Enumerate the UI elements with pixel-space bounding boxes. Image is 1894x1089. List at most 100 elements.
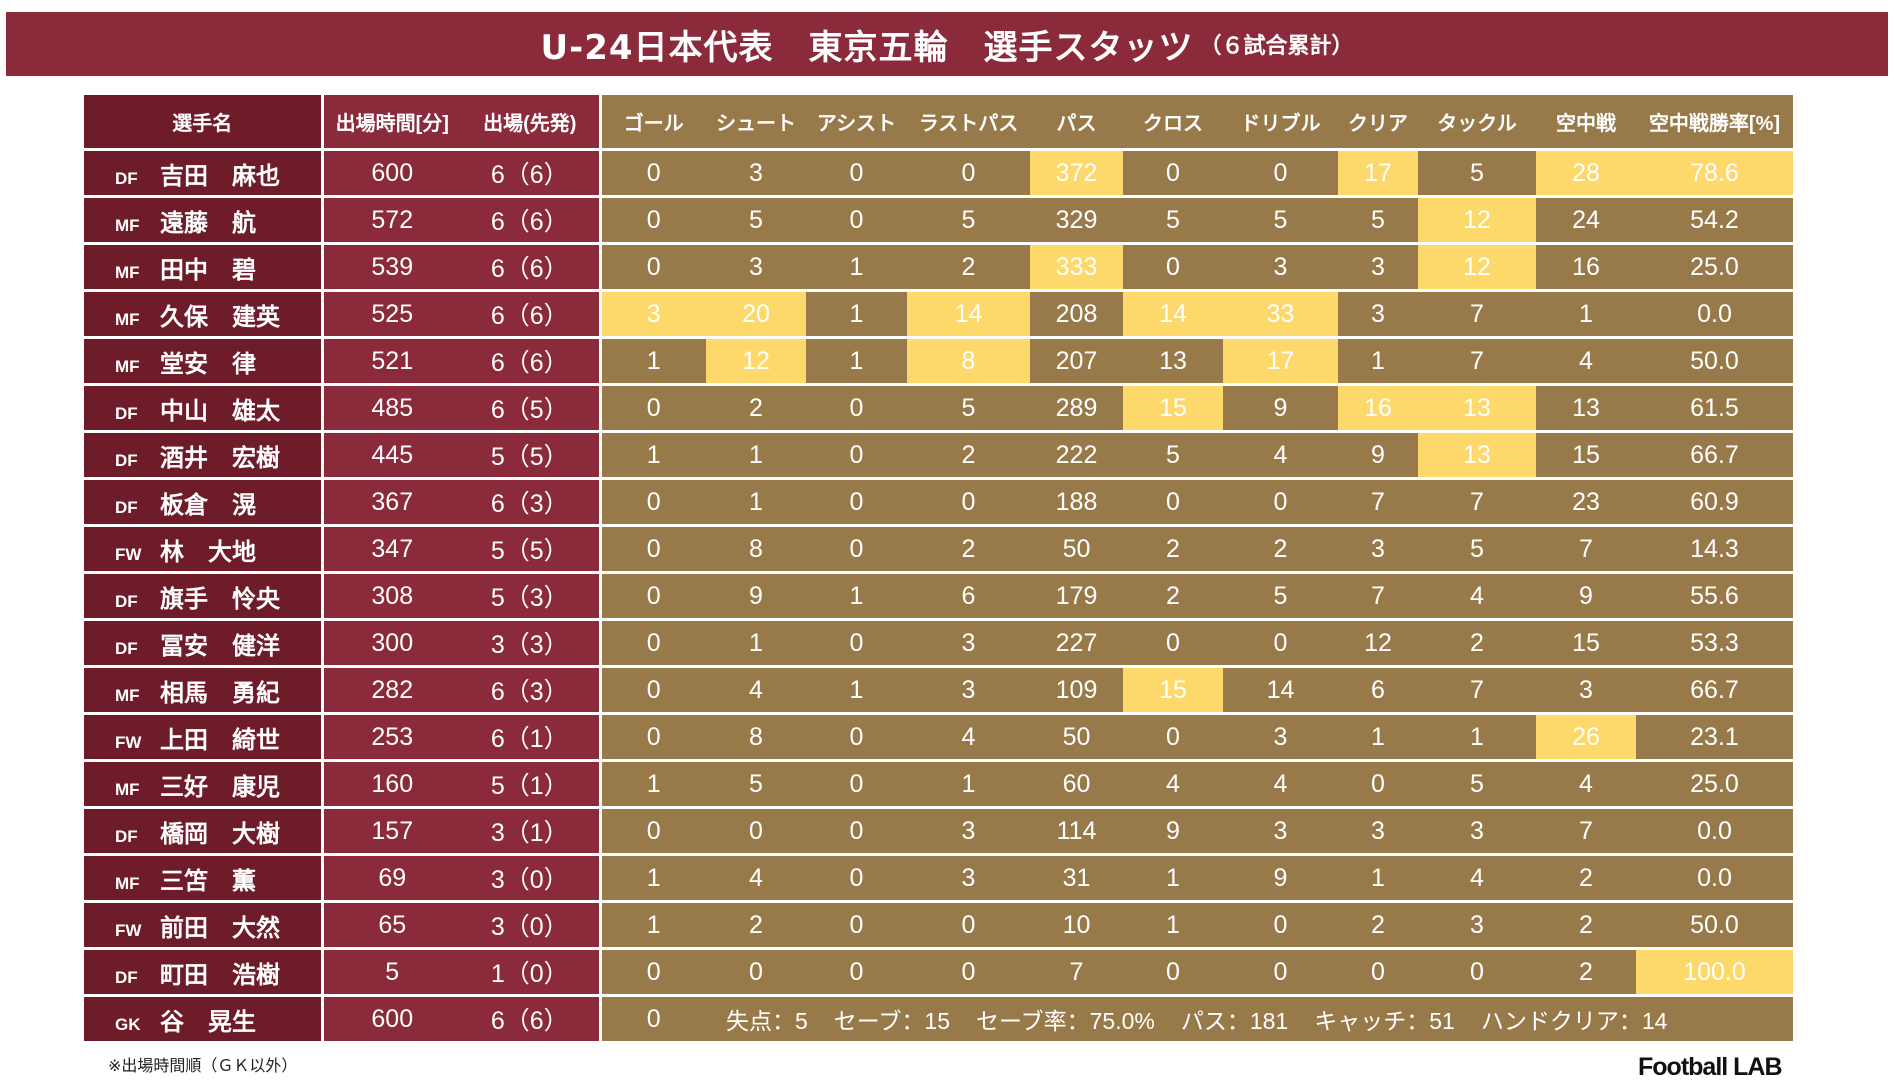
stat-cell: 13 xyxy=(1418,431,1536,480)
stat-cell: 1 xyxy=(1418,713,1536,762)
stat-cell: 3 xyxy=(1418,901,1536,950)
stat-cell: 50.0 xyxy=(1636,337,1793,386)
player-name: 板倉 滉 xyxy=(160,491,256,519)
goalkeeper-stat: セーブ率：75.0% xyxy=(976,1008,1155,1034)
table-row: MF 三好 康児 160 5（1） 1 5 0 1 60 4 4 0 5 4 25.0 xyxy=(84,760,1793,809)
stat-cell: 17 xyxy=(1338,149,1418,198)
stat-cell: 227 xyxy=(1030,619,1123,668)
stat-cell: 14.3 xyxy=(1636,525,1793,574)
stat-cell: 66.7 xyxy=(1636,431,1793,480)
stat-cell: 539 xyxy=(322,243,461,292)
player-name-cell: MF 久保 建英 xyxy=(84,290,324,339)
stat-cell: 0 xyxy=(1123,713,1223,762)
player-name: 三好 康児 xyxy=(160,773,280,801)
stat-cell: 7 xyxy=(1536,807,1636,856)
stat-cell: 253 xyxy=(322,713,461,762)
stat-cell: 0.0 xyxy=(1636,807,1793,856)
stat-cell: 0 xyxy=(600,243,706,292)
stat-cell: 0 xyxy=(806,525,907,574)
stat-cell: 0 xyxy=(806,196,907,245)
stat-cell: 3 xyxy=(1223,713,1338,762)
stat-cell: 8 xyxy=(706,525,806,574)
stat-cell: 2 xyxy=(1536,901,1636,950)
table-row: FW 上田 綺世 253 6（1） 0 8 0 4 50 0 3 1 1 26 23.1 xyxy=(84,713,1793,762)
stat-cell: 0 xyxy=(1123,948,1223,997)
goalkeeper-stat: 失点：5 xyxy=(726,1008,808,1034)
stat-cell: 1 xyxy=(1338,337,1418,386)
stat-cell: 0 xyxy=(806,431,907,480)
stat-cell: 1 xyxy=(1338,854,1418,903)
player-name: 前田 大然 xyxy=(160,914,280,942)
player-name: 酒井 宏樹 xyxy=(160,444,280,472)
stat-cell: 4 xyxy=(907,713,1030,762)
goalkeeper-stat: キャッチ：51 xyxy=(1314,1008,1455,1034)
stat-cell: 3 xyxy=(1338,525,1418,574)
stat-cell: 54.2 xyxy=(1636,196,1793,245)
stat-cell: 5（5） xyxy=(461,525,602,574)
player-name: 中山 雄太 xyxy=(160,397,280,425)
player-name-cell: FW 前田 大然 xyxy=(84,901,324,950)
stat-cell: 5 xyxy=(322,948,461,997)
stat-cell: 0 xyxy=(806,713,907,762)
stat-cell: 5 xyxy=(1418,760,1536,809)
stat-cell: 333 xyxy=(1030,243,1123,292)
stat-cell: 157 xyxy=(322,807,461,856)
stat-cell: 6（6） xyxy=(461,337,602,386)
stat-cell: 0 xyxy=(600,196,706,245)
stat-cell: 2 xyxy=(1123,572,1223,621)
stat-cell: 0 xyxy=(907,948,1030,997)
stat-cell: 1 xyxy=(806,666,907,715)
stat-cell: 0 xyxy=(806,760,907,809)
stat-cell: 6（3） xyxy=(461,666,602,715)
stat-cell: 15 xyxy=(1536,431,1636,480)
player-name-cell: FW 林 大地 xyxy=(84,525,324,574)
table-body: DF 吉田 麻也 600 6（6） 0 3 0 0 372 0 0 17 5 28 78.6 MF 遠藤 航 57… xyxy=(84,149,1793,1044)
stat-cell: 0 xyxy=(600,807,706,856)
table-row: DF 中山 雄太 485 6（5） 0 2 0 5 289 15 9 16 13 13 61.5 xyxy=(84,384,1793,433)
table-row: MF 三笘 薫 69 3（0） 1 4 0 3 31 1 9 1 4 2 0.0 xyxy=(84,854,1793,903)
stat-cell: 3 xyxy=(907,666,1030,715)
stat-cell: 282 xyxy=(322,666,461,715)
stat-cell: 4 xyxy=(1223,431,1338,480)
stat-cell: 5 xyxy=(1418,525,1536,574)
stat-cell: 0 xyxy=(806,619,907,668)
stat-cell: 4 xyxy=(1123,760,1223,809)
brand-logo: Football LAB xyxy=(1638,1053,1783,1081)
stat-cell: 1 xyxy=(706,478,806,527)
stat-cell: 0 xyxy=(600,149,706,198)
stat-cell: 3 xyxy=(907,807,1030,856)
stat-cell: 0 xyxy=(907,149,1030,198)
stat-cell: 6（6） xyxy=(461,995,602,1044)
table-row: DF 冨安 健洋 300 3（3） 0 1 0 3 227 0 0 12 2 15 53.3 xyxy=(84,619,1793,668)
player-name: 相馬 勇紀 xyxy=(160,679,280,707)
stat-cell: 109 xyxy=(1030,666,1123,715)
stat-cell: 4 xyxy=(1536,337,1636,386)
position-label: MF xyxy=(115,215,140,235)
stat-cell: 0 xyxy=(1223,901,1338,950)
stat-cell: 3（0） xyxy=(461,854,602,903)
stat-cell: 0 xyxy=(1223,948,1338,997)
stat-cell: 61.5 xyxy=(1636,384,1793,433)
stat-cell: 160 xyxy=(322,760,461,809)
stat-cell: 222 xyxy=(1030,431,1123,480)
stat-cell: 0 xyxy=(600,995,706,1044)
page-title: U-24日本代表 東京五輪 選手スタッツ xyxy=(540,27,1194,68)
stat-cell: 0 xyxy=(806,478,907,527)
stat-cell: 1 xyxy=(806,337,907,386)
position-label: DF xyxy=(115,497,138,517)
position-label: MF xyxy=(115,685,140,705)
stat-cell: 7 xyxy=(1418,290,1536,339)
stats-table: 選手名 出場時間[分] 出場(先発) ゴール シュート アシスト ラストパス パス クロス ドリブ… xyxy=(84,95,1793,1044)
stat-cell: 3（3） xyxy=(461,619,602,668)
stat-cell: 12 xyxy=(1338,619,1418,668)
stat-cell: 1（0） xyxy=(461,948,602,997)
stat-cell: 2 xyxy=(1223,525,1338,574)
stat-cell: 600 xyxy=(322,995,461,1044)
title-banner: U-24日本代表 東京五輪 選手スタッツ （６試合累計） xyxy=(6,12,1888,76)
stat-cell: 12 xyxy=(1418,243,1536,292)
table-row: FW 前田 大然 65 3（0） 1 2 0 0 10 1 0 2 3 2 50.0 xyxy=(84,901,1793,950)
stat-cell: 5 xyxy=(907,196,1030,245)
stat-cell: 3 xyxy=(907,619,1030,668)
stat-cell: 188 xyxy=(1030,478,1123,527)
stat-cell: 114 xyxy=(1030,807,1123,856)
